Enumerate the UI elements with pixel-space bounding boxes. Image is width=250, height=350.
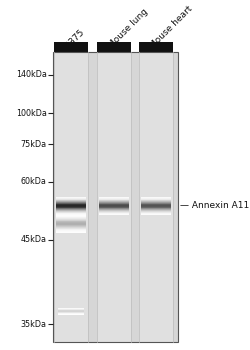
Bar	[56, 200, 86, 201]
Bar	[56, 231, 86, 232]
Text: Mouse lung: Mouse lung	[106, 7, 150, 50]
Bar	[56, 227, 86, 228]
Bar	[56, 201, 86, 202]
Text: 60kDa: 60kDa	[21, 177, 46, 186]
Bar	[56, 209, 86, 210]
Text: 140kDa: 140kDa	[16, 70, 46, 79]
Bar	[99, 200, 129, 201]
Bar	[99, 204, 129, 205]
Text: — Annexin A11: — Annexin A11	[180, 201, 248, 210]
Bar	[99, 199, 129, 200]
Bar	[56, 221, 86, 222]
Bar	[99, 208, 129, 209]
Bar	[99, 214, 129, 215]
Bar	[52, 52, 178, 342]
Bar	[140, 208, 170, 209]
Bar	[140, 198, 170, 199]
Bar	[56, 228, 86, 229]
Bar	[56, 197, 86, 198]
Bar	[99, 203, 129, 204]
Bar	[56, 225, 86, 226]
Bar	[138, 42, 172, 52]
Bar	[140, 214, 170, 215]
Bar	[99, 206, 129, 207]
Bar	[56, 198, 86, 199]
Bar	[97, 52, 131, 342]
Text: 100kDa: 100kDa	[16, 109, 46, 118]
Bar	[140, 209, 170, 210]
Text: A375: A375	[64, 27, 86, 50]
Bar	[99, 212, 129, 213]
Bar	[56, 214, 86, 215]
Bar	[140, 201, 170, 202]
Bar	[99, 201, 129, 202]
Bar	[52, 52, 178, 342]
Bar	[56, 204, 86, 205]
Bar	[138, 52, 172, 342]
Bar	[56, 199, 86, 200]
Bar	[56, 219, 86, 220]
Bar	[99, 197, 129, 198]
Bar	[140, 200, 170, 201]
Bar	[56, 223, 86, 224]
Text: Mouse heart: Mouse heart	[148, 4, 194, 50]
Bar	[140, 199, 170, 200]
Bar	[140, 212, 170, 213]
Bar	[56, 217, 86, 218]
Bar	[99, 211, 129, 212]
Bar	[56, 206, 86, 207]
Bar	[56, 203, 86, 204]
Bar	[54, 42, 88, 52]
Bar	[56, 216, 86, 217]
Bar	[56, 218, 86, 219]
Bar	[56, 205, 86, 206]
Bar	[56, 230, 86, 231]
Bar	[99, 207, 129, 208]
Bar	[56, 220, 86, 221]
Text: 75kDa: 75kDa	[20, 140, 46, 149]
Bar	[54, 52, 88, 342]
Bar	[97, 42, 131, 52]
Text: 45kDa: 45kDa	[21, 235, 46, 244]
Text: 35kDa: 35kDa	[21, 320, 46, 329]
Bar	[56, 202, 86, 203]
Bar	[56, 212, 86, 213]
Bar	[99, 209, 129, 210]
Bar	[140, 203, 170, 204]
Bar	[56, 207, 86, 208]
Bar	[140, 197, 170, 198]
Bar	[140, 206, 170, 207]
Bar	[56, 210, 86, 211]
Bar	[99, 210, 129, 211]
Bar	[140, 207, 170, 208]
Bar	[99, 205, 129, 206]
Bar	[56, 208, 86, 209]
Bar	[56, 229, 86, 230]
Bar	[56, 222, 86, 223]
Bar	[140, 211, 170, 212]
Bar	[56, 211, 86, 212]
Bar	[99, 202, 129, 203]
Bar	[140, 210, 170, 211]
Bar	[99, 198, 129, 199]
Bar	[56, 224, 86, 225]
Bar	[56, 215, 86, 216]
Bar	[140, 205, 170, 206]
Bar	[140, 202, 170, 203]
Bar	[140, 204, 170, 205]
Bar	[56, 226, 86, 227]
